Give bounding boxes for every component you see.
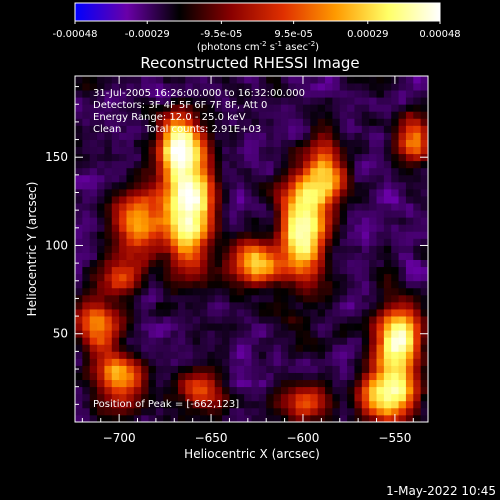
plot-frame [74, 75, 429, 423]
x-tick-label: −650 [195, 431, 228, 445]
heatmap-image [75, 76, 429, 423]
colorbar-tick-label: -0.00029 [125, 29, 170, 40]
colorbar-units: (photons cm-2 s-1 asec-2) [197, 40, 319, 53]
y-tick-label: 50 [53, 327, 68, 341]
chart-title: Reconstructed RHESSI Image [140, 54, 359, 72]
clean-label: Clean [93, 124, 121, 135]
colorbar-tick-label: 0.00048 [419, 29, 460, 40]
colorbar-tick-label: 0.00029 [347, 29, 388, 40]
detectors-label: Detectors: 3F 4F 5F 6F 7F 8F, Att 0 [93, 100, 267, 111]
x-axis-label: Heliocentric X (arcsec) [184, 447, 320, 461]
y-axis-label: Heliocentric Y (arcsec) [25, 182, 39, 317]
x-axis: −700 −650 −600 −550 [81, 76, 414, 445]
y-axis: 50 100 150 [45, 86, 428, 405]
x-tick-label: −600 [286, 431, 319, 445]
colorbar-tick-label: -9.5e-05 [200, 29, 242, 40]
colorbar [74, 2, 441, 22]
x-tick-label: −550 [378, 431, 411, 445]
colorbar-ticks: -0.00048 -0.00029 -9.5e-05 9.5e-05 0.00029 0.… [53, 21, 461, 40]
colorbar-tick-label: -0.00048 [53, 29, 98, 40]
peak-position-label: Position of Peak = [-662,123] [93, 399, 239, 410]
time-range-label: 31-Jul-2005 16:26:00.000 to 16:32:00.000 [93, 88, 305, 99]
energy-range-label: Energy Range: 12.0 - 25.0 keV [93, 112, 246, 123]
colorbar-tick-label: 9.5e-05 [274, 29, 312, 40]
x-tick-label: −700 [103, 431, 136, 445]
total-counts-label: Total counts: 2.91E+03 [144, 124, 261, 135]
y-tick-label: 100 [45, 238, 68, 252]
footer-date: 1-May-2022 10:45 [386, 484, 496, 498]
y-tick-label: 150 [45, 150, 68, 164]
